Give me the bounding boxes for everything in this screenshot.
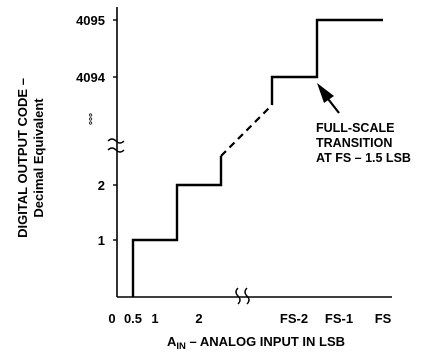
x-tick-label-1: 1 xyxy=(151,311,158,326)
y-tick-label-4094: 4094 xyxy=(76,70,106,85)
annotation-line-2: TRANSITION xyxy=(316,136,392,150)
y-axis-break xyxy=(107,138,125,153)
annotation-line-1: FULL-SCALE xyxy=(316,121,394,135)
y-axis-label-line1: DIGITAL OUTPUT CODE – xyxy=(15,78,30,238)
y-tick-label-4095: 4095 xyxy=(76,13,105,28)
step-series-low xyxy=(131,156,223,297)
y-ellipsis: °°° xyxy=(88,113,99,125)
x-tick-label-fs-2: FS-2 xyxy=(280,311,308,326)
x-tick-label-2: 2 xyxy=(195,311,202,326)
x-axis-label-sub: IN xyxy=(176,341,186,352)
y-tick-label-1: 1 xyxy=(98,233,105,248)
x-axis-label-rest: – ANALOG INPUT IN LSB xyxy=(186,334,345,349)
x-tick-label-fs-1: FS-1 xyxy=(325,311,353,326)
annotation-line-3: AT FS – 1.5 LSB xyxy=(316,151,411,165)
step-series-gap xyxy=(220,104,273,157)
annotation-arrowhead xyxy=(317,83,334,103)
x-axis-label: AIN – ANALOG INPUT IN LSB xyxy=(167,334,345,352)
y-tick-label-2: 2 xyxy=(98,178,105,193)
x-tick-label-0.5: 0.5 xyxy=(124,311,142,326)
x-axis-label-main: A xyxy=(167,334,177,349)
x-axis-break xyxy=(235,287,250,305)
step-series-high xyxy=(270,18,383,105)
x-tick-label-fs: FS xyxy=(375,311,392,326)
x-tick-label-0: 0 xyxy=(108,311,115,326)
y-axis-label-line2: Decimal Equivalent xyxy=(31,98,46,218)
